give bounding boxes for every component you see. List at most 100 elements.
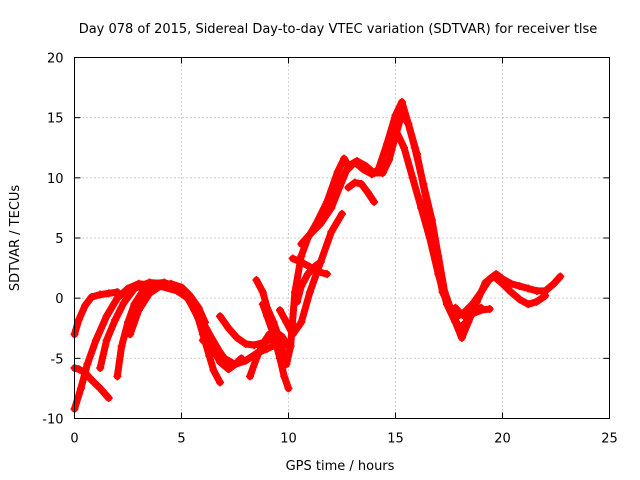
data-point xyxy=(250,341,259,350)
data-point xyxy=(350,158,359,167)
data-point xyxy=(524,284,533,293)
data-point xyxy=(198,336,207,345)
data-point xyxy=(76,384,85,393)
data-point xyxy=(145,289,154,298)
data-point xyxy=(342,166,351,175)
data-point xyxy=(404,119,413,128)
data-point xyxy=(485,304,494,313)
data-point xyxy=(515,295,524,304)
y-tick-label: 5 xyxy=(55,232,63,247)
data-point xyxy=(102,336,111,345)
data-point xyxy=(96,363,105,372)
data-point xyxy=(284,384,293,393)
data-point xyxy=(113,288,122,297)
x-tick-label: 15 xyxy=(387,432,404,447)
data-point xyxy=(397,98,406,107)
data-point xyxy=(288,254,297,263)
data-point xyxy=(425,234,434,242)
y-tick-label: 10 xyxy=(47,172,64,187)
data-point xyxy=(477,306,486,315)
data-point xyxy=(357,179,366,188)
data-point xyxy=(81,301,90,310)
data-point xyxy=(419,179,428,188)
data-point xyxy=(104,394,113,403)
data-point xyxy=(207,333,216,342)
data-point xyxy=(350,178,359,187)
data-point xyxy=(549,279,558,288)
chart-title: Day 078 of 2015, Sidereal Day-to-day VTE… xyxy=(79,22,598,37)
data-point xyxy=(245,372,254,381)
data-point xyxy=(216,378,225,387)
data-point xyxy=(303,270,312,279)
data-point xyxy=(91,336,100,345)
data-point xyxy=(126,330,135,339)
data-point xyxy=(102,312,111,321)
data-point xyxy=(209,344,218,353)
data-point xyxy=(130,284,139,293)
data-point xyxy=(385,155,394,164)
data-point xyxy=(177,283,186,292)
y-tick-labels: -10 -5 0 5 10 15 20 xyxy=(42,52,63,428)
data-point xyxy=(314,267,323,276)
data-point xyxy=(507,288,516,297)
data-point xyxy=(378,169,387,178)
data-point xyxy=(374,165,383,174)
data-point xyxy=(233,333,242,342)
data-point xyxy=(124,318,132,327)
data-point xyxy=(391,125,400,134)
data-point xyxy=(231,360,239,369)
data-point xyxy=(269,330,278,339)
data-point xyxy=(297,318,306,327)
data-point xyxy=(275,306,284,315)
data-point xyxy=(74,315,83,324)
data-point xyxy=(201,318,210,327)
data-point xyxy=(104,289,113,298)
data-point xyxy=(194,303,203,312)
data-point xyxy=(327,203,336,212)
data-point xyxy=(186,291,195,300)
data-point xyxy=(310,262,319,271)
data-point xyxy=(507,279,516,288)
data-point xyxy=(252,354,261,363)
data-point xyxy=(468,309,477,318)
data-point xyxy=(434,270,443,279)
data-point xyxy=(532,286,541,295)
x-axis-label: GPS time / hours xyxy=(286,459,395,474)
data-point xyxy=(297,240,306,249)
data-point xyxy=(333,183,342,192)
data-point xyxy=(498,279,507,288)
plot-frame xyxy=(74,57,610,419)
data-point xyxy=(515,282,524,291)
series-line xyxy=(334,98,485,332)
data-point xyxy=(408,173,417,182)
data-point xyxy=(400,143,409,152)
data-point xyxy=(316,219,325,228)
series-arc-6 xyxy=(126,279,210,339)
data-point xyxy=(297,258,306,267)
data-point xyxy=(524,300,533,309)
data-point xyxy=(209,366,218,375)
data-point xyxy=(556,272,565,281)
data-point xyxy=(427,215,436,224)
data-point xyxy=(156,282,165,291)
y-tick-label: 20 xyxy=(47,52,64,67)
grid xyxy=(74,57,610,419)
data-point xyxy=(455,308,464,317)
data-point xyxy=(87,292,96,301)
data-point xyxy=(293,297,302,306)
data-point xyxy=(338,209,346,218)
data-point xyxy=(481,278,490,287)
data-point xyxy=(333,167,342,176)
data-point xyxy=(451,318,460,327)
data-point xyxy=(297,282,306,291)
data-point xyxy=(216,312,225,321)
data-point xyxy=(96,384,105,393)
data-point xyxy=(489,272,498,281)
data-point xyxy=(462,313,471,322)
data-point xyxy=(263,312,272,321)
y-tick-label: 15 xyxy=(47,112,64,127)
data-point xyxy=(288,330,297,339)
data-point xyxy=(134,306,143,315)
data-point xyxy=(382,140,391,149)
data-point xyxy=(216,357,225,366)
